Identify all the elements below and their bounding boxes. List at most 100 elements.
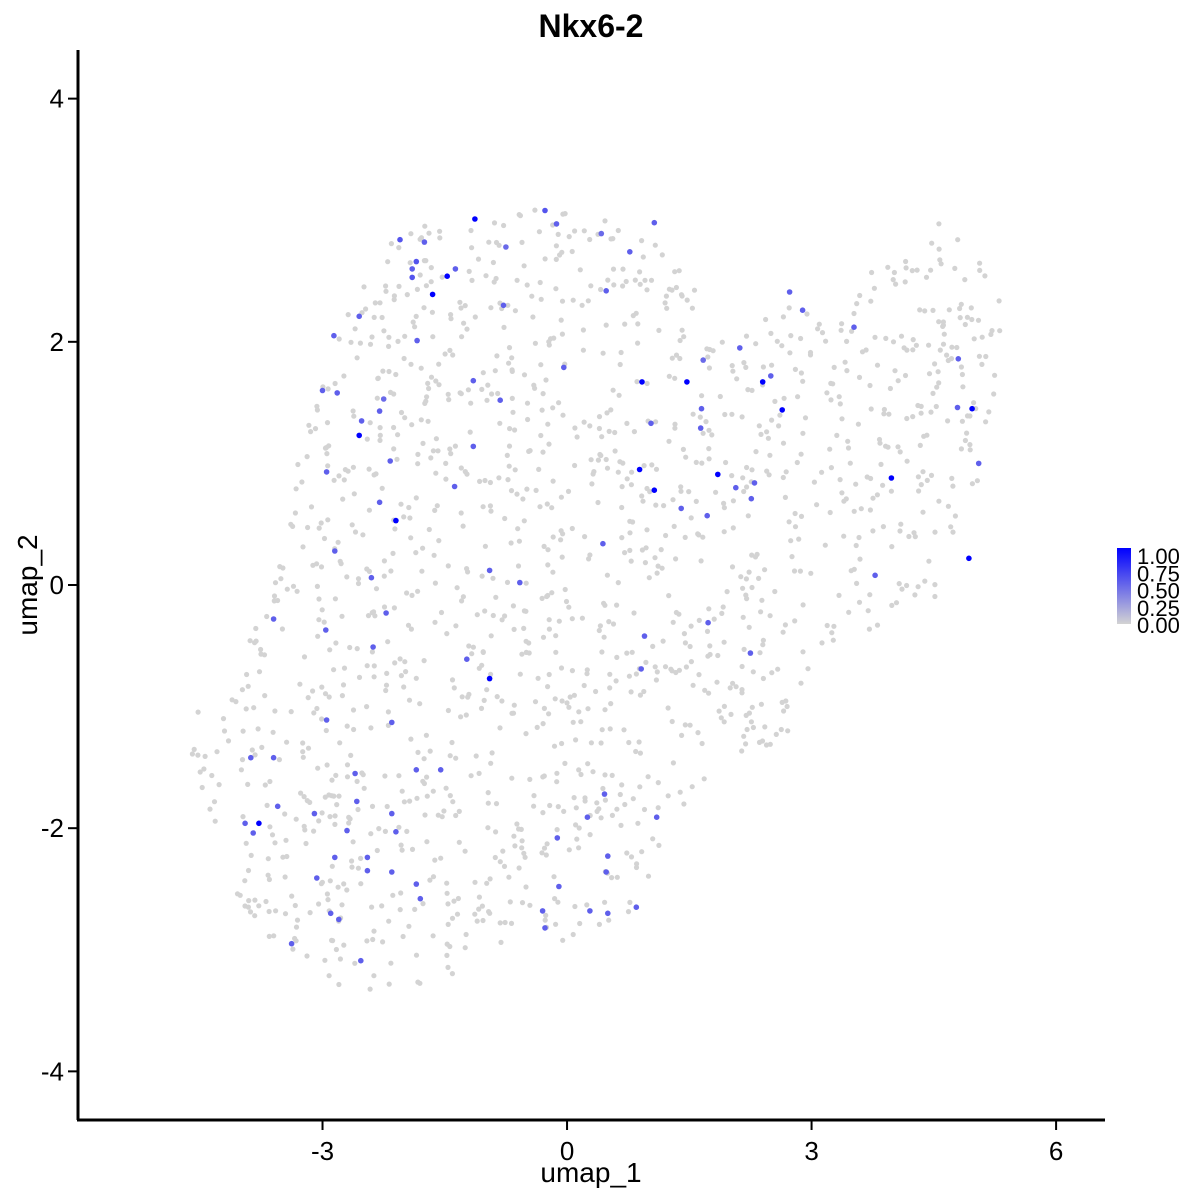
background-point [430,334,436,340]
background-point [479,903,485,909]
background-point [602,899,608,905]
background-point [587,423,593,429]
background-point [773,731,779,738]
background-point [945,418,951,424]
background-point [620,460,626,466]
background-point [499,617,505,623]
background-point [768,330,774,336]
background-point [680,446,687,452]
background-point [333,946,339,953]
background-point [772,398,778,404]
expression-point [799,307,806,314]
background-point [891,269,898,276]
background-point [549,505,555,511]
background-point [672,421,678,427]
expression-point [429,291,436,298]
background-point [581,228,587,234]
background-point [381,328,387,334]
expression-point [364,854,371,861]
background-point [331,477,337,483]
background-point [609,875,615,881]
background-point [465,387,471,393]
expression-point [503,244,509,250]
background-point [259,744,265,751]
background-point [740,475,746,481]
background-point [344,774,351,780]
background-point [304,454,310,460]
background-point [527,448,533,454]
background-point [553,256,559,262]
background-point [252,897,258,903]
background-point [247,909,254,915]
background-point [968,305,974,311]
background-point [221,728,228,734]
background-point [494,694,500,700]
background-point [220,716,227,722]
background-point [797,568,804,574]
background-point [924,477,930,483]
background-point [442,351,448,357]
background-point [609,812,616,819]
expression-point [413,258,420,265]
background-point [301,654,308,660]
background-point [945,357,951,364]
background-point [559,298,566,304]
background-point [842,359,848,365]
background-point [474,612,480,618]
background-point [724,589,730,595]
background-point [974,478,981,484]
background-point [664,305,670,311]
background-point [436,382,442,388]
background-point [584,667,590,673]
background-point [294,917,301,923]
background-point [546,441,552,447]
expression-point [872,572,878,579]
background-point [800,649,806,655]
background-point [792,510,798,517]
background-point [644,287,650,293]
background-point [746,624,752,630]
background-point [719,610,725,617]
background-point [322,794,328,800]
background-point [415,749,421,756]
expression-point [584,814,591,820]
background-point [808,570,814,576]
background-point [928,409,934,415]
background-point [982,273,988,279]
background-point [743,364,749,370]
background-point [306,422,312,428]
background-point [962,277,968,283]
background-point [431,552,437,558]
background-point [366,466,372,472]
background-point [847,460,853,466]
background-point [977,267,983,273]
background-point [566,234,572,240]
background-point [327,647,333,653]
background-point [332,380,338,387]
expression-point [389,869,395,875]
background-point [615,227,621,234]
background-point [386,368,392,375]
background-point [895,378,901,384]
background-point [881,411,887,417]
background-point [621,727,627,733]
background-point [448,316,454,322]
background-point [787,350,793,356]
background-point [319,607,325,613]
background-point [655,780,661,786]
legend-tick-label: 1.00 [1137,544,1180,569]
background-point [834,432,840,438]
background-point [445,901,451,907]
background-point [938,261,944,267]
background-point [463,931,469,938]
expression-point [270,616,277,622]
background-point [502,613,508,619]
background-point [421,780,427,787]
expression-point [627,249,633,255]
background-point [608,407,614,413]
background-point [888,488,895,494]
background-point [903,265,909,271]
background-point [523,638,529,644]
background-point [304,953,310,959]
background-point [556,618,562,624]
